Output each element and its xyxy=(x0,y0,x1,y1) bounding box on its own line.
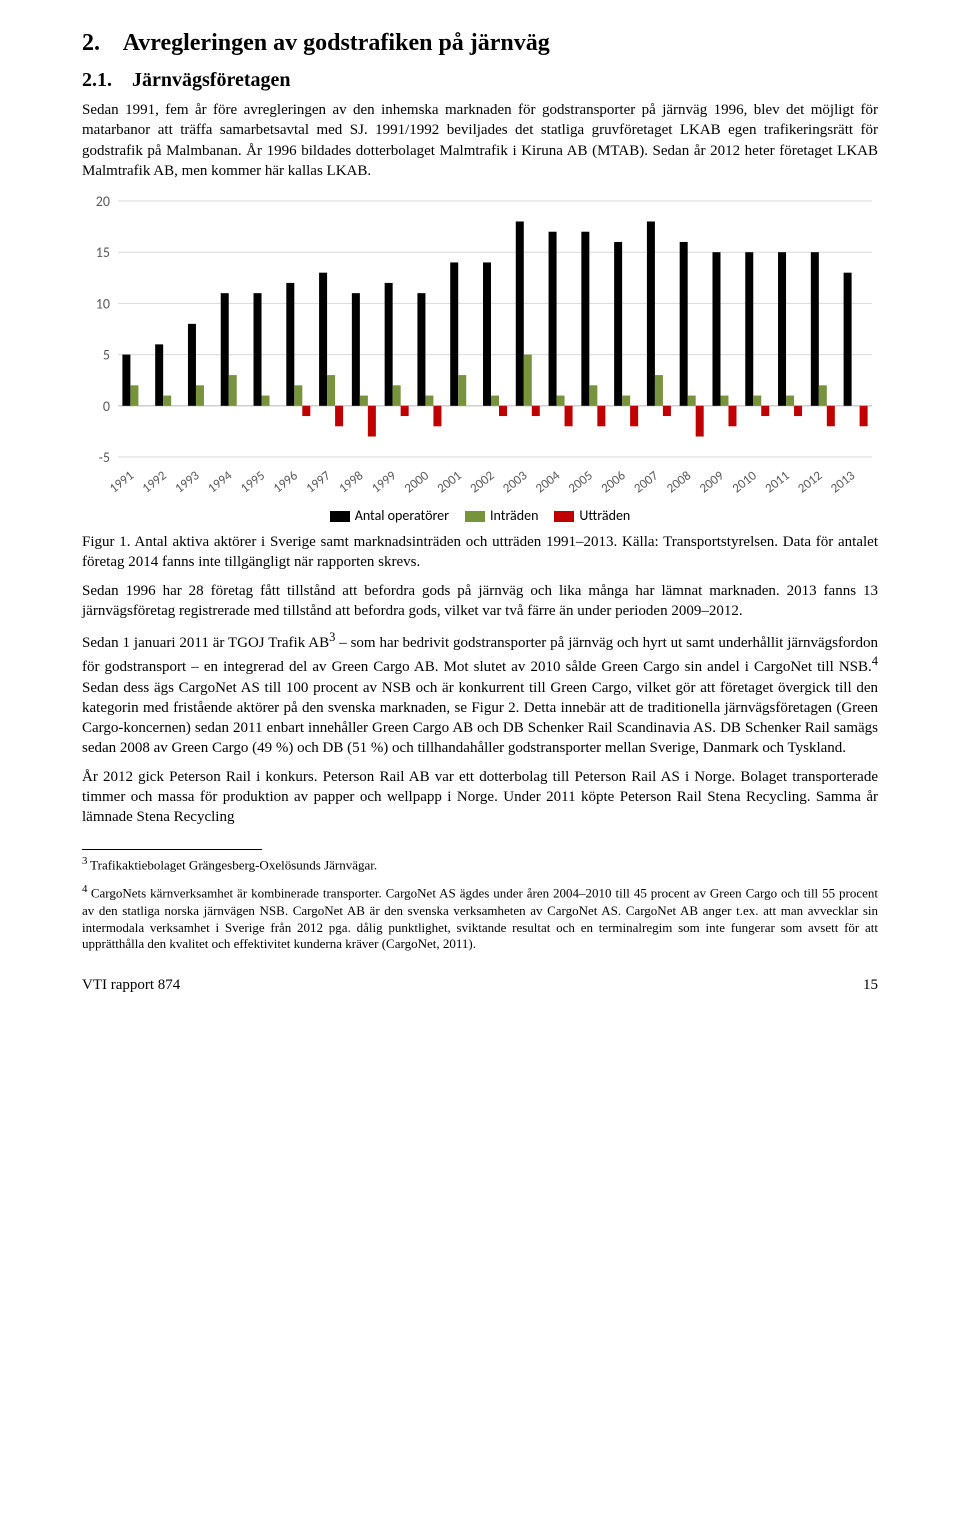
subsection-heading: 2.1. Järnvägsföretagen xyxy=(82,69,878,92)
svg-text:10: 10 xyxy=(96,295,110,312)
section-title: Avregleringen av godstrafiken på järnväg xyxy=(123,30,550,56)
legend-swatch xyxy=(330,511,350,522)
svg-text:1996: 1996 xyxy=(271,468,301,496)
svg-text:1998: 1998 xyxy=(336,468,366,496)
svg-text:2000: 2000 xyxy=(402,468,432,496)
svg-text:20: 20 xyxy=(96,193,110,210)
section-heading: 2. Avregleringen av godstrafiken på järn… xyxy=(82,30,878,57)
svg-text:-5: -5 xyxy=(99,449,110,466)
svg-text:1994: 1994 xyxy=(205,468,235,496)
paragraph-2: Sedan 1996 har 28 företag fått tillstånd… xyxy=(82,581,878,622)
svg-text:1997: 1997 xyxy=(304,468,334,496)
legend-label: Antal operatörer xyxy=(355,507,449,524)
svg-text:2010: 2010 xyxy=(730,468,760,496)
svg-text:2007: 2007 xyxy=(631,468,661,496)
figure-1-chart: -505101520199119921993199419951996199719… xyxy=(82,193,878,503)
svg-text:1993: 1993 xyxy=(172,468,202,496)
paragraph-4: År 2012 gick Peterson Rail i konkurs. Pe… xyxy=(82,767,878,828)
svg-text:2002: 2002 xyxy=(467,468,497,496)
svg-text:2004: 2004 xyxy=(533,468,563,496)
svg-text:0: 0 xyxy=(103,398,110,415)
svg-text:2009: 2009 xyxy=(697,468,727,496)
chart-legend: Antal operatörer Inträden Utträden xyxy=(82,507,878,524)
footnote-4: 4 CargoNets kärnverksamhet är kombinerad… xyxy=(82,882,878,953)
footer-left: VTI rapport 874 xyxy=(82,977,180,994)
footnote-3: 3 Trafikaktiebolaget Grängesberg-Oxelösu… xyxy=(82,854,878,874)
figure-1-caption: Figur 1. Antal aktiva aktörer i Sverige … xyxy=(82,532,878,573)
svg-text:2006: 2006 xyxy=(599,468,629,496)
svg-text:2008: 2008 xyxy=(664,468,694,496)
legend-item: Inträden xyxy=(465,507,538,524)
svg-text:2012: 2012 xyxy=(795,468,825,496)
section-number: 2. xyxy=(82,30,100,56)
legend-item: Antal operatörer xyxy=(330,507,449,524)
svg-text:2011: 2011 xyxy=(762,468,792,496)
legend-item: Utträden xyxy=(554,507,630,524)
legend-swatch xyxy=(465,511,485,522)
svg-text:1999: 1999 xyxy=(369,468,399,496)
footnote-rule xyxy=(82,849,262,850)
svg-text:15: 15 xyxy=(96,244,110,261)
page-footer: VTI rapport 874 15 xyxy=(82,977,878,994)
bar-chart-svg: -505101520199119921993199419951996199719… xyxy=(82,193,872,503)
svg-text:1991: 1991 xyxy=(107,468,137,496)
paragraph-3: Sedan 1 januari 2011 är TGOJ Trafik AB3 … xyxy=(82,629,878,759)
svg-text:1995: 1995 xyxy=(238,468,268,496)
legend-label: Utträden xyxy=(579,507,630,524)
svg-text:2001: 2001 xyxy=(435,468,465,496)
legend-label: Inträden xyxy=(490,507,538,524)
subsection-number: 2.1. xyxy=(82,69,112,91)
svg-text:5: 5 xyxy=(103,347,110,364)
svg-text:2005: 2005 xyxy=(566,468,596,496)
footer-page-number: 15 xyxy=(863,977,878,994)
paragraph-1: Sedan 1991, fem år före avregleringen av… xyxy=(82,100,878,181)
legend-swatch xyxy=(554,511,574,522)
svg-text:1992: 1992 xyxy=(140,468,170,496)
svg-text:2003: 2003 xyxy=(500,468,530,496)
subsection-title: Järnvägsföretagen xyxy=(132,69,291,91)
svg-text:2013: 2013 xyxy=(828,468,858,496)
